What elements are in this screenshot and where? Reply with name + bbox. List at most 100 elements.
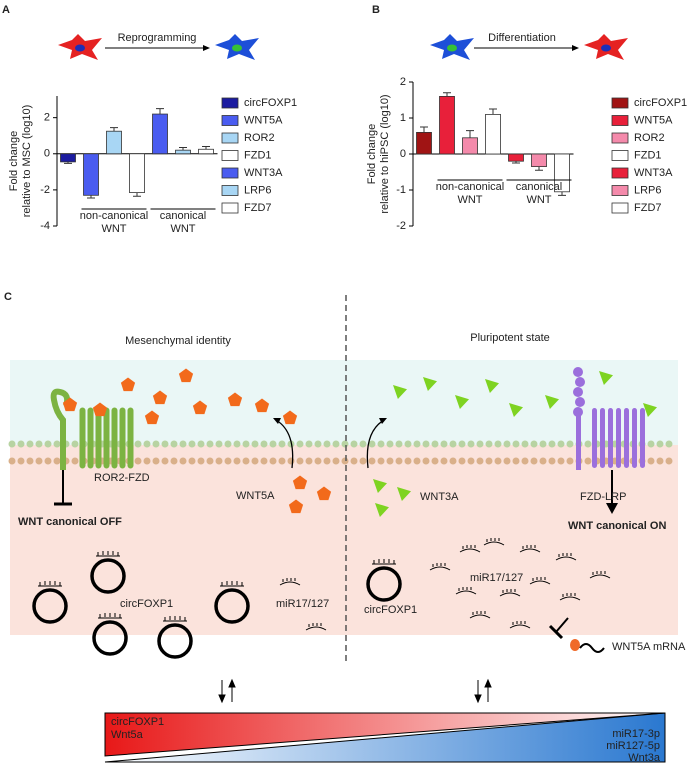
fzd-lrp-receptor bbox=[573, 367, 645, 514]
updown-arrows bbox=[218, 678, 492, 704]
legend-label: LRP6 bbox=[634, 184, 662, 196]
inhibition-bar bbox=[548, 624, 564, 640]
wnt5a-ligand bbox=[288, 499, 304, 514]
y-axis-label: Fold change bbox=[366, 124, 378, 185]
gradient-label: Wnt3a bbox=[628, 752, 661, 764]
ligand-label: WNT3A bbox=[420, 491, 459, 503]
bar bbox=[175, 149, 191, 155]
circrna-bases bbox=[220, 581, 244, 587]
legend-swatch bbox=[611, 132, 629, 144]
wnt5a-ligand bbox=[152, 390, 168, 405]
bar bbox=[198, 148, 214, 155]
legend-swatch bbox=[221, 115, 239, 126]
mirna bbox=[469, 611, 491, 619]
secretion-arrow bbox=[366, 419, 385, 469]
y-axis-label: Fold change bbox=[8, 131, 20, 192]
legend-swatch bbox=[611, 150, 629, 161]
bar bbox=[83, 153, 99, 196]
mrna-label: WNT5A mRNA bbox=[612, 641, 686, 653]
group-label: canonical bbox=[160, 210, 206, 222]
bar bbox=[462, 137, 478, 155]
diagram-background bbox=[8, 295, 682, 665]
error-bar bbox=[489, 108, 497, 115]
legend-swatch bbox=[221, 97, 239, 109]
gradient-label: Wnt5a bbox=[111, 729, 144, 741]
mirna bbox=[459, 545, 481, 553]
wnt5a-ligand bbox=[92, 402, 108, 417]
y-tick-label: -1 bbox=[396, 184, 406, 196]
mrna-cap bbox=[570, 639, 580, 651]
circrna bbox=[32, 588, 68, 624]
status-label: WNT canonical OFF bbox=[18, 516, 122, 528]
legend-label: ROR2 bbox=[244, 132, 275, 144]
legend-swatch bbox=[611, 185, 629, 196]
legend-label: FZD1 bbox=[244, 149, 272, 161]
gradient-label: circFOXP1 bbox=[111, 716, 164, 728]
wnt5a-ligand bbox=[227, 392, 243, 407]
bar bbox=[508, 153, 524, 162]
mirna bbox=[483, 538, 505, 546]
wnt5a-ligand bbox=[62, 397, 78, 412]
cell-icons bbox=[58, 34, 628, 60]
group-label: WNT bbox=[457, 194, 482, 206]
error-bar bbox=[466, 130, 474, 138]
mirna bbox=[499, 589, 521, 597]
wnt3a-ligand bbox=[509, 403, 523, 417]
gradient-label: miR17-3p bbox=[612, 728, 660, 740]
y-tick-label: -4 bbox=[40, 220, 50, 232]
y-tick-label: 1 bbox=[400, 112, 406, 124]
wnt5a-ligand bbox=[192, 400, 208, 415]
legend-swatch bbox=[221, 132, 239, 144]
gradient-label: miR127-5p bbox=[606, 740, 660, 752]
circrna-bases bbox=[38, 581, 62, 587]
legend-label: FZD1 bbox=[634, 149, 662, 161]
error-bar bbox=[64, 161, 72, 164]
wnt5a-ligand bbox=[120, 377, 136, 392]
y-axis-label: relative to hiPSC (log10) bbox=[379, 94, 391, 213]
circrna bbox=[214, 588, 250, 624]
error-bar bbox=[202, 146, 210, 150]
error-bar bbox=[179, 146, 187, 151]
legend-label: circFOXP1 bbox=[634, 97, 687, 109]
error-bar bbox=[110, 127, 118, 132]
circrna-bases bbox=[163, 616, 187, 622]
circrna bbox=[366, 566, 402, 602]
y-tick-label: 0 bbox=[400, 148, 406, 160]
error-bar bbox=[156, 108, 164, 115]
legend-swatch bbox=[611, 202, 629, 214]
error-bar bbox=[420, 126, 428, 133]
error-bar bbox=[87, 195, 95, 199]
panel-label: C bbox=[4, 291, 12, 303]
mirna bbox=[519, 545, 541, 553]
wnt3a-ligand bbox=[397, 487, 411, 501]
circ-label: circFOXP1 bbox=[120, 598, 173, 610]
group-label: WNT bbox=[170, 223, 195, 235]
bar bbox=[439, 96, 455, 155]
mirna bbox=[529, 577, 551, 585]
mirna bbox=[305, 623, 327, 631]
legend-label: FZD7 bbox=[244, 202, 272, 214]
mir-label: miR17/127 bbox=[470, 572, 523, 584]
legend-swatch bbox=[611, 97, 629, 109]
process-label: Reprogramming bbox=[118, 32, 197, 44]
legend-swatch bbox=[221, 185, 239, 196]
process-label: Differentiation bbox=[488, 32, 556, 44]
left-title: Mesenchymal identity bbox=[125, 335, 231, 347]
secretion-arrow bbox=[275, 419, 294, 469]
wnt3a-ligand bbox=[599, 371, 613, 385]
wnt3a-ligand bbox=[423, 377, 437, 391]
right-title: Pluripotent state bbox=[470, 332, 550, 344]
y-tick-label: -2 bbox=[40, 184, 50, 196]
mirna bbox=[429, 563, 451, 571]
ror2-fzd-receptor bbox=[50, 388, 134, 506]
mrna bbox=[579, 643, 605, 653]
group-label: WNT bbox=[526, 194, 551, 206]
error-bar bbox=[558, 191, 566, 196]
wnt5a-ligand bbox=[316, 486, 332, 501]
mirna bbox=[559, 593, 581, 601]
circrna bbox=[92, 620, 128, 656]
group-label: WNT bbox=[101, 223, 126, 235]
bar bbox=[485, 114, 501, 155]
bar bbox=[129, 153, 145, 193]
